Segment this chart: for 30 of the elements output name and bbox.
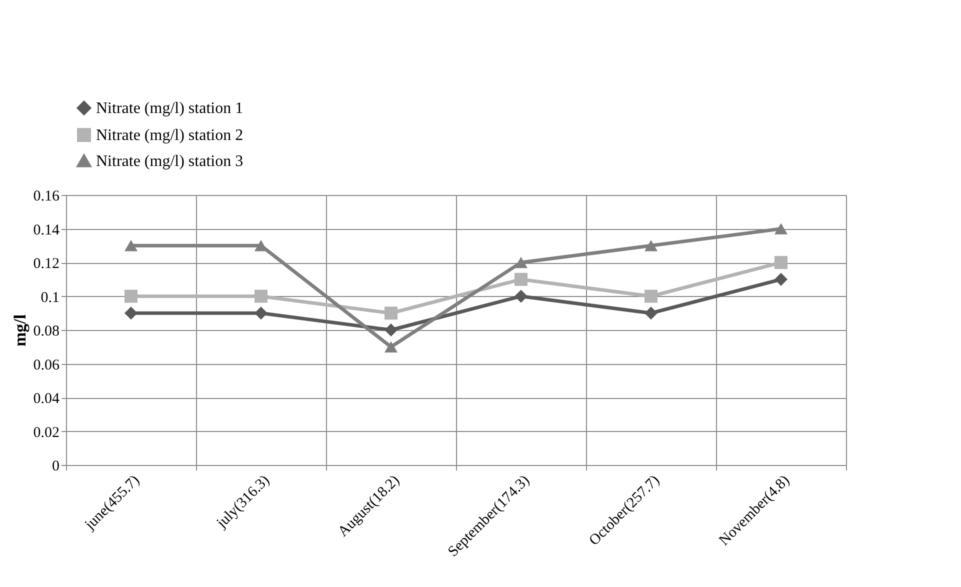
y-tick-label: 0.1 [40, 290, 60, 306]
y-tick-label: 0.02 [33, 424, 60, 441]
point [774, 272, 788, 286]
point [644, 290, 658, 303]
point [774, 223, 788, 234]
point [644, 306, 658, 320]
legend-label: Nitrate (mg/l) station 1 [96, 100, 244, 117]
legend-label: Nitrate (mg/l) station 3 [96, 153, 244, 170]
y-tick-label: 0.04 [33, 391, 60, 407]
y-tick-label: 0.12 [33, 256, 60, 272]
point [124, 240, 138, 252]
y-tick-label: 0.14 [33, 222, 60, 238]
point [254, 290, 268, 303]
legend-label: Nitrate (mg/l) station 2 [96, 127, 244, 144]
y-tick-label: 0 [52, 458, 60, 474]
y-tick-label: 0.08 [33, 324, 60, 340]
y-tick-label: 0.06 [33, 357, 60, 374]
point [514, 256, 528, 268]
point [384, 323, 398, 337]
point [254, 306, 268, 320]
y-axis-title: mg/l [10, 314, 30, 347]
point [644, 240, 658, 252]
point [514, 290, 528, 303]
point [774, 256, 788, 270]
y-tick-label: 0.16 [33, 188, 60, 204]
point [124, 290, 138, 303]
point [124, 306, 138, 320]
point [384, 306, 398, 320]
point [514, 272, 528, 286]
point [384, 341, 398, 353]
